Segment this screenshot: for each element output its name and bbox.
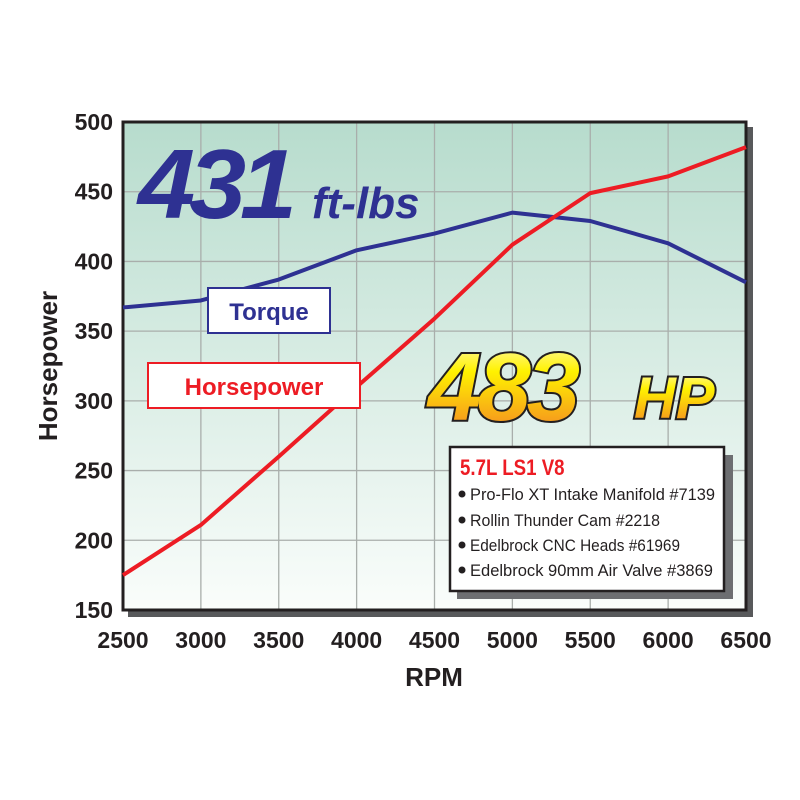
y-tick-label: 150 [75,597,113,623]
info-box-items: Pro-Flo XT Intake Manifold #7139 Rollin … [458,485,715,580]
x-tick-label: 6500 [720,627,771,653]
x-tick-label: 4000 [331,627,382,653]
y-tick-label: 300 [75,388,113,414]
bullet-icon [458,516,466,524]
horsepower-label-box [147,362,361,409]
info-item: Edelbrock 90mm Air Valve #3869 [470,561,713,580]
torque-label: Torque [229,299,309,326]
horsepower-label: Horsepower [185,374,324,401]
y-ticks: 500 450 400 350 300 250 200 150 [75,109,113,623]
bullet-icon [458,566,466,574]
info-box-title: 5.7L LS1 V8 [460,457,565,481]
y-tick-label: 350 [75,318,113,344]
x-tick-label: 2500 [97,627,148,653]
info-item: Edelbrock CNC Heads #61969 [470,536,680,555]
x-tick-label: 3000 [175,627,226,653]
y-tick-label: 500 [75,109,113,135]
torque-peak-value: 431 [136,130,292,239]
bullet-icon [458,541,466,549]
info-item: Pro-Flo XT Intake Manifold #7139 [470,485,715,504]
x-tick-label: 6000 [643,627,694,653]
y-tick-label: 250 [75,458,113,484]
hp-peak-value: 483 [426,334,580,441]
info-item: Rollin Thunder Cam #2218 [470,511,660,530]
torque-peak-unit: ft-lbs [312,179,420,228]
y-axis-label: Horsepower [33,291,63,441]
info-box [448,445,726,593]
y-tick-label: 200 [75,527,113,553]
x-axis-label: RPM [405,662,463,692]
x-tick-label: 5500 [565,627,616,653]
hp-peak-unit: HP [634,366,715,431]
bullet-icon [458,490,466,498]
y-tick-label: 400 [75,248,113,274]
x-tick-label: 5000 [487,627,538,653]
x-tick-label: 3500 [253,627,304,653]
torque-label-box [207,287,331,334]
x-ticks: 2500 3000 3500 4000 4500 5000 5500 6000 6500 [97,627,771,653]
x-tick-label: 4500 [409,627,460,653]
plot-frame [121,120,748,612]
y-tick-label: 450 [75,179,113,205]
